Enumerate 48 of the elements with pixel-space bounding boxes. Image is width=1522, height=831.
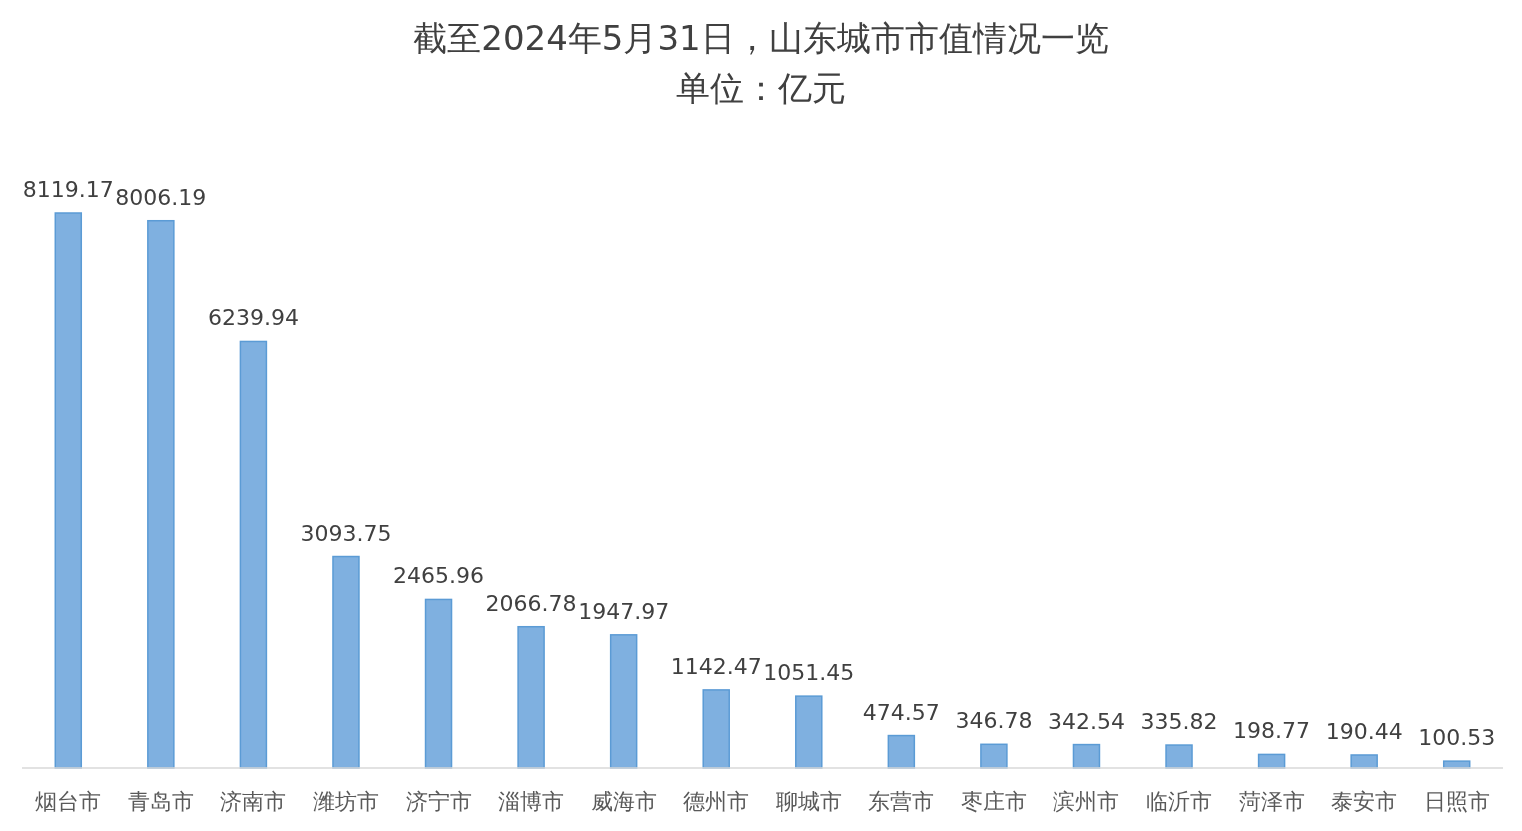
bar: [1165, 744, 1193, 769]
x-tick-label: 潍坊市: [312, 789, 379, 814]
data-label: 346.78: [955, 708, 1033, 734]
bar: [1350, 754, 1378, 769]
bar: [332, 555, 360, 769]
x-tick-label: 济南市: [220, 789, 287, 814]
x-tick-label: 临沂市: [1146, 789, 1213, 814]
chart-subtitle: 单位：亿元: [676, 68, 846, 108]
x-tick-label: 滨州市: [1053, 789, 1120, 814]
x-tick-label: 泰安市: [1331, 789, 1398, 814]
bar: [980, 743, 1008, 769]
x-tick-label: 淄博市: [498, 789, 565, 814]
bar: [795, 695, 823, 769]
x-tick-label: 烟台市: [35, 789, 102, 814]
bar: [887, 734, 916, 769]
data-label: 6239.94: [207, 305, 299, 331]
x-tick-label: 日照市: [1423, 789, 1490, 814]
data-label: 2066.78: [485, 590, 577, 616]
data-label: 474.57: [862, 699, 940, 725]
data-label: 1142.47: [670, 653, 762, 679]
x-tick-label: 德州市: [683, 789, 750, 814]
bar: [609, 634, 638, 769]
x-tick-label: 济宁市: [405, 789, 472, 814]
data-label: 1051.45: [763, 660, 855, 686]
data-label: 3093.75: [300, 520, 392, 546]
bar: [424, 598, 453, 769]
x-tick-label: 聊城市: [775, 789, 842, 814]
x-tick-label: 东营市: [868, 789, 935, 814]
chart-title: 截至2024年5月31日，山东城市市值情况一览: [413, 18, 1109, 58]
x-tick-label: 菏泽市: [1238, 789, 1305, 814]
data-label: 198.77: [1233, 718, 1311, 744]
data-label: 8119.17: [22, 177, 114, 202]
x-tick-label: 威海市: [590, 789, 657, 814]
bar: [239, 340, 268, 769]
data-label: 335.82: [1140, 709, 1218, 735]
data-label: 342.54: [1047, 708, 1125, 734]
bar: [54, 212, 83, 769]
data-label: 2465.96: [393, 563, 485, 589]
bar: [702, 689, 730, 769]
data-label: 8006.19: [115, 184, 207, 210]
data-label: 1947.97: [578, 598, 670, 624]
x-tick-label: 枣庄市: [960, 789, 1027, 814]
bar: [147, 219, 175, 769]
data-label: 100.53: [1418, 725, 1496, 751]
x-tick-label: 青岛市: [127, 789, 194, 814]
bar: [1072, 743, 1101, 769]
bar: [517, 625, 545, 769]
data-label: 190.44: [1325, 718, 1403, 744]
